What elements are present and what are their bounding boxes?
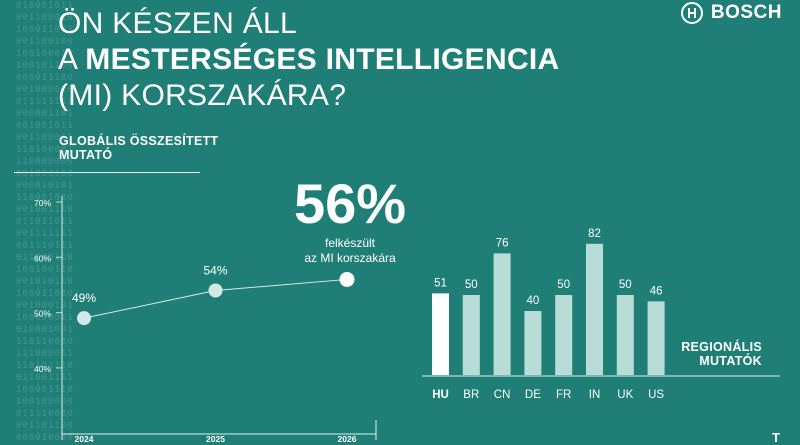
bar-category-label: CN bbox=[494, 389, 511, 401]
global-line-chart: 70% 60% 50% 40% 49% 2024 54% 2025 2026 bbox=[34, 196, 377, 444]
bar bbox=[647, 301, 665, 375]
bar-category-label: DE bbox=[525, 389, 541, 401]
footer-mark: T bbox=[772, 430, 780, 445]
regional-chart-title: REGIONÁLIS MUTATÓK bbox=[681, 340, 762, 368]
readiness-value: 56% bbox=[293, 172, 407, 235]
data-point bbox=[208, 283, 223, 298]
bar-value-label: 50 bbox=[557, 279, 570, 291]
x-tick-label: 2026 bbox=[338, 434, 357, 444]
x-tick-label: 2025 bbox=[206, 434, 225, 444]
regional-title-word: MUTATÓK bbox=[699, 354, 762, 368]
bar bbox=[616, 295, 634, 375]
bar bbox=[524, 311, 542, 375]
y-tick-label: 50% bbox=[34, 309, 51, 319]
readiness-caption: felkészült az MI korszakára bbox=[250, 236, 450, 266]
bar bbox=[462, 295, 480, 375]
page-title: ÖN KÉSZEN ÁLL A MESTERSÉGES INTELLIGENCI… bbox=[58, 6, 560, 114]
bar-value-label: 46 bbox=[650, 285, 663, 297]
bar-category-label: BR bbox=[463, 389, 479, 401]
bar-value-label: 82 bbox=[588, 228, 601, 240]
bar-category-label: HU bbox=[432, 389, 449, 401]
y-tick-label: 70% bbox=[34, 198, 51, 208]
bar-category-label: UK bbox=[617, 389, 633, 401]
brand-logo-group: BOSCH bbox=[680, 2, 782, 24]
bar-value-label: 76 bbox=[496, 237, 509, 249]
point-label: 49% bbox=[72, 291, 96, 305]
title-line-2: A MESTERSÉGES INTELLIGENCIA bbox=[58, 42, 560, 78]
y-tick-label: 40% bbox=[34, 364, 51, 374]
bar-value-label: 40 bbox=[527, 295, 540, 307]
data-point bbox=[77, 311, 91, 326]
bar bbox=[555, 295, 573, 375]
regional-title-word: REGIONÁLIS bbox=[681, 340, 762, 354]
regional-bar-chart: 51 HU 50 BR 76 CN 40 DE 50 FR 82 IN 50 UK 46 US bbox=[422, 228, 780, 401]
readiness-caption-line-1: felkészült bbox=[324, 236, 376, 250]
x-tick-label: 2024 bbox=[75, 434, 94, 444]
bar bbox=[586, 243, 603, 375]
bar-value-label: 50 bbox=[465, 279, 478, 291]
bar-category-label: IN bbox=[589, 389, 601, 401]
data-point bbox=[339, 271, 355, 287]
bar-value-label: 51 bbox=[434, 277, 447, 289]
bar bbox=[432, 293, 449, 375]
point-label: 54% bbox=[203, 264, 227, 278]
readiness-caption-line-2: az MI korszakára bbox=[304, 251, 396, 265]
bar-category-label: US bbox=[648, 389, 664, 401]
y-tick-label: 60% bbox=[34, 253, 51, 263]
title-line-1: ÖN KÉSZEN ÁLL bbox=[58, 7, 297, 40]
brand-name: BOSCH bbox=[710, 2, 782, 23]
bar bbox=[493, 253, 511, 375]
bar-value-label: 50 bbox=[619, 279, 632, 291]
bar-category-label: FR bbox=[556, 389, 571, 401]
global-title-rule bbox=[14, 172, 200, 173]
bosch-armature-icon bbox=[680, 2, 703, 24]
title-line-2-prefix: A bbox=[58, 43, 77, 76]
global-chart-title: GLOBÁLIS ÖSSZESÍTETT MUTATÓ bbox=[59, 134, 219, 162]
title-line-3: (MI) KORSZAKÁRA? bbox=[58, 79, 347, 112]
title-line-2-bold: MESTERSÉGES INTELLIGENCIA bbox=[85, 43, 560, 76]
